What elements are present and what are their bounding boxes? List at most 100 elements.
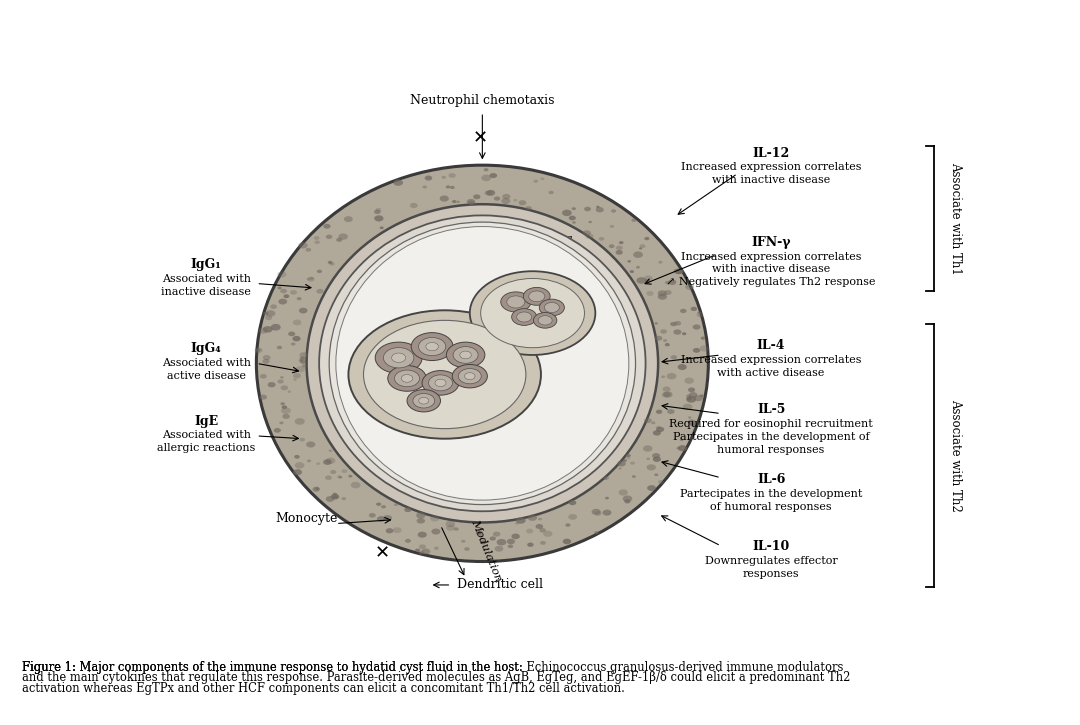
Circle shape [364,320,526,428]
Circle shape [394,370,419,386]
Circle shape [314,241,320,244]
Text: and the main cytokines that regulate this response. Parasite-derived molecules a: and the main cytokines that regulate thi… [22,671,850,684]
Circle shape [293,320,301,326]
Circle shape [633,252,643,258]
Circle shape [623,495,632,502]
Circle shape [280,289,287,294]
Circle shape [481,540,486,544]
Circle shape [454,347,478,363]
Circle shape [665,343,670,347]
Circle shape [686,394,691,398]
Circle shape [667,409,675,414]
Circle shape [276,346,282,349]
Circle shape [329,262,335,265]
Circle shape [686,396,697,402]
Circle shape [264,312,269,315]
Text: Monocyte: Monocyte [275,513,338,525]
Circle shape [422,370,459,395]
Circle shape [674,329,681,335]
Circle shape [278,379,284,384]
Circle shape [538,315,552,325]
Circle shape [658,294,667,300]
Circle shape [450,186,455,189]
Circle shape [333,492,337,496]
Circle shape [678,445,687,451]
Circle shape [658,290,666,297]
Circle shape [697,312,703,317]
Circle shape [383,515,392,521]
Circle shape [306,442,315,447]
Circle shape [338,233,348,240]
Circle shape [341,469,348,473]
Circle shape [526,529,534,534]
Circle shape [654,336,662,341]
Circle shape [330,470,336,474]
Circle shape [470,271,595,355]
Circle shape [386,529,393,534]
Circle shape [512,534,519,539]
Circle shape [302,365,307,368]
Circle shape [507,296,525,308]
Circle shape [663,339,667,342]
Circle shape [524,287,550,305]
Circle shape [534,312,557,328]
Circle shape [405,539,411,543]
Circle shape [685,378,694,384]
Circle shape [508,544,513,548]
Circle shape [343,216,353,222]
Circle shape [270,304,276,309]
Circle shape [507,539,515,544]
Circle shape [516,312,531,322]
Circle shape [585,233,594,239]
Circle shape [539,299,565,316]
Ellipse shape [329,222,635,505]
Circle shape [662,392,671,397]
Text: activation whereas EgTPx and other HCF components can elicit a concomitant Th1/T: activation whereas EgTPx and other HCF c… [22,682,624,695]
Circle shape [562,210,571,216]
Circle shape [402,375,413,382]
Circle shape [485,191,491,196]
Circle shape [656,410,662,414]
Circle shape [594,531,598,534]
Circle shape [421,549,430,555]
Circle shape [516,517,526,523]
Circle shape [604,476,609,480]
Circle shape [415,549,420,552]
Circle shape [692,324,701,330]
Circle shape [341,497,346,500]
Circle shape [323,224,330,228]
Text: AgB, EgTeg,
EgEF-1β/δ,
EA21, EgTPX,
Eg2Hsp70,
Eg19, Hsp20,
HCF: AgB, EgTeg, EgEF-1β/δ, EA21, EgTPX, Eg2H… [545,327,623,400]
Circle shape [543,531,553,537]
Circle shape [677,364,687,370]
Circle shape [652,457,661,462]
Circle shape [659,261,662,264]
Circle shape [418,531,427,538]
Circle shape [328,450,333,452]
Circle shape [316,270,322,273]
Circle shape [259,394,267,399]
Text: ✕: ✕ [473,129,488,147]
Circle shape [262,359,270,364]
Circle shape [656,426,661,429]
Circle shape [647,485,656,491]
Circle shape [293,336,300,341]
Circle shape [282,405,287,409]
Circle shape [492,531,500,536]
Text: Associated with
active disease: Associated with active disease [162,357,251,381]
Text: Required for eosinophil recruitment
Partecipates in the development of
humoral r: Required for eosinophil recruitment Part… [670,419,873,455]
Circle shape [515,522,519,525]
Circle shape [603,510,611,515]
Circle shape [529,291,544,302]
Circle shape [473,194,481,199]
Circle shape [281,385,288,390]
Circle shape [497,539,507,545]
Circle shape [306,248,311,252]
Circle shape [458,368,482,384]
Circle shape [565,523,570,527]
Circle shape [667,279,676,285]
Circle shape [664,290,672,295]
Circle shape [426,342,438,351]
Ellipse shape [320,215,646,511]
Circle shape [627,260,631,262]
Circle shape [639,247,643,249]
